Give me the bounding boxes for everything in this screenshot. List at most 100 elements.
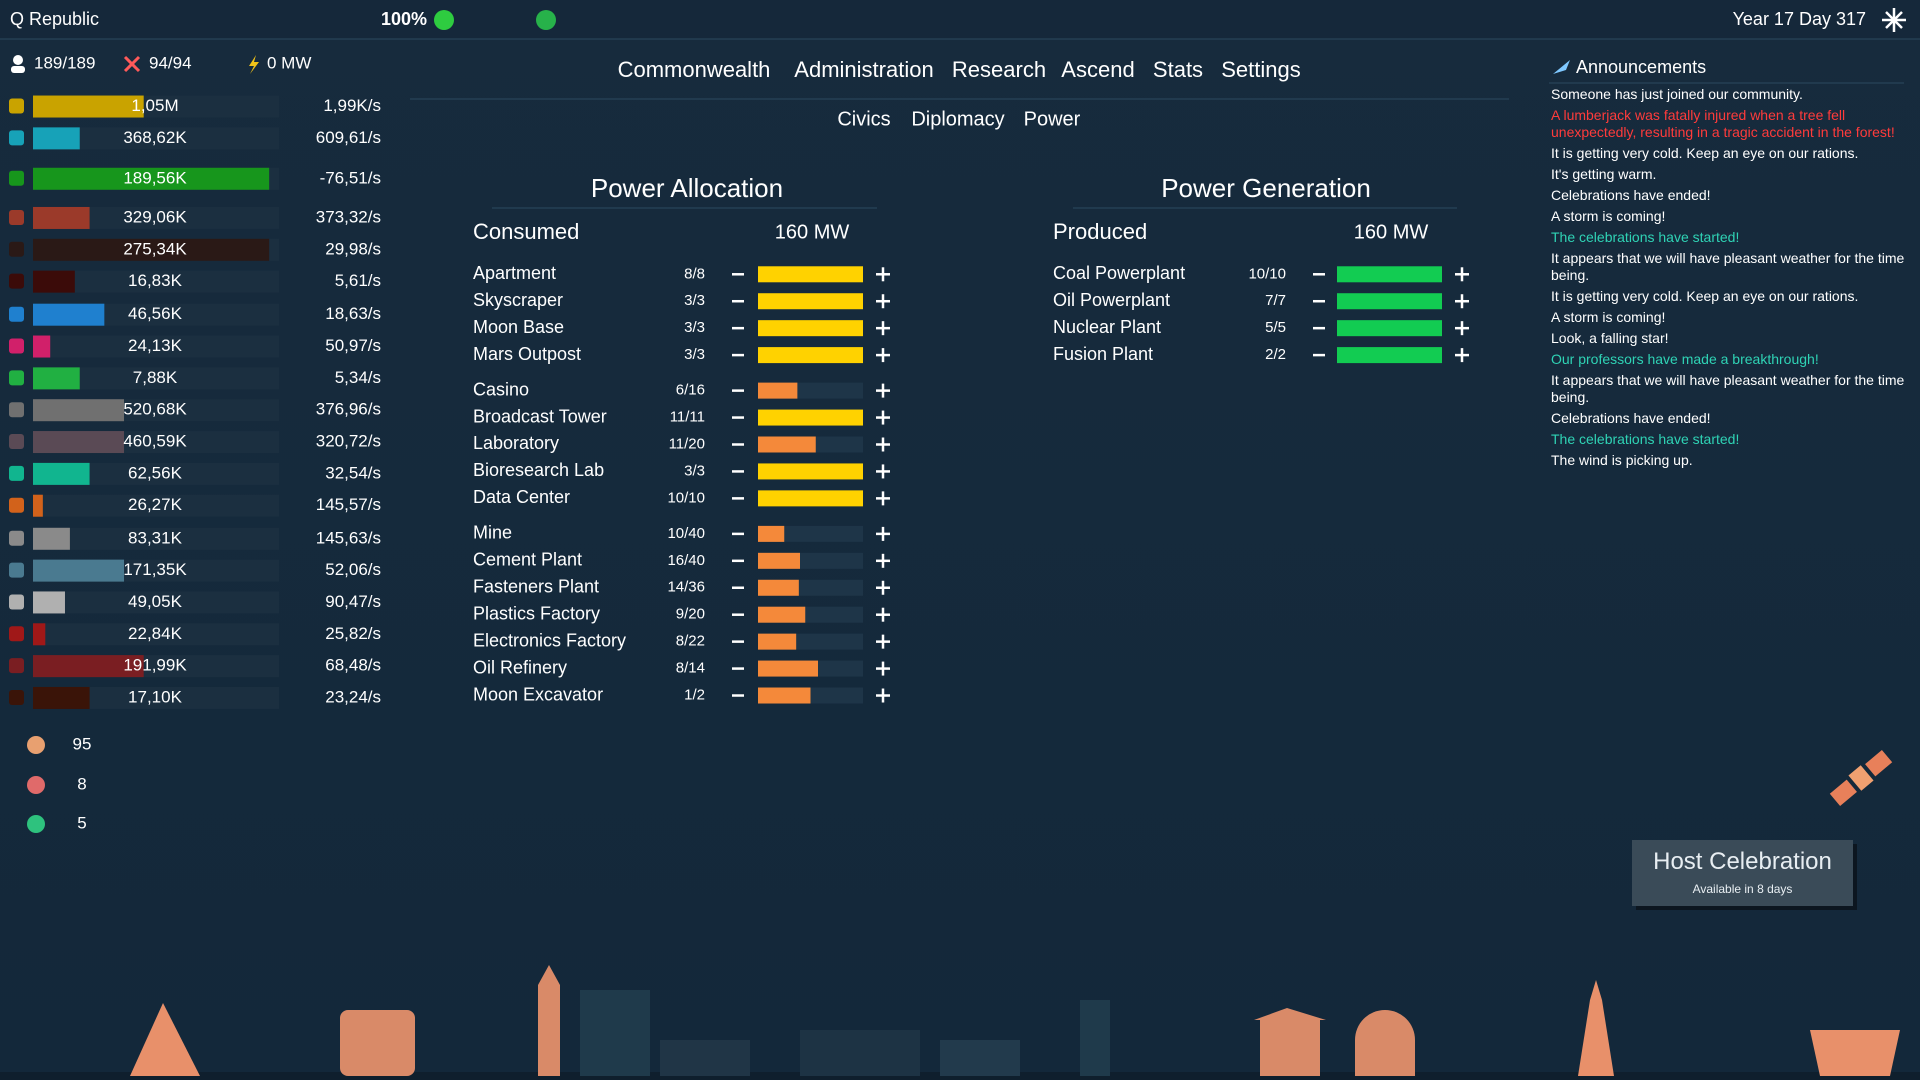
announcement: A storm is coming! [1551, 208, 1666, 224]
nation-name: Q Republic [10, 9, 99, 29]
power-icon [249, 55, 259, 74]
resource-amount: 7,88K [133, 368, 178, 387]
resource-rate: 23,24/s [325, 687, 381, 706]
resource-bar [33, 559, 125, 582]
resource-amount: 460,59K [123, 432, 187, 451]
building-name: Data Center [473, 487, 570, 507]
building-count: 7/7 [1265, 292, 1286, 309]
building-count: 10/10 [667, 489, 705, 506]
allocation-bar [1337, 320, 1442, 337]
resource-icon [9, 370, 24, 386]
resource-bar [33, 462, 90, 485]
resource-track [33, 591, 279, 614]
building-name: Coal Powerplant [1053, 263, 1185, 283]
resource-rate: 376,96/s [316, 400, 381, 419]
building-count: 11/11 [670, 409, 705, 426]
building-name: Apartment [473, 263, 556, 283]
announcement: A storm is coming! [1551, 309, 1666, 325]
resource-bar [33, 399, 125, 422]
building-name: Casino [473, 379, 529, 399]
allocation-bar [1337, 266, 1442, 283]
resource-icon [9, 626, 24, 642]
resource-track [33, 623, 279, 646]
allocation-bar [758, 266, 863, 283]
allocation-bar [758, 579, 799, 596]
building-count: 14/36 [667, 579, 705, 596]
main-tab[interactable]: Administration [794, 57, 933, 82]
resource-track [33, 527, 279, 550]
building-name: Fusion Plant [1053, 344, 1153, 364]
allocation-bar [758, 320, 863, 337]
resource-amount: 1,05M [131, 96, 178, 115]
resource-bar [33, 270, 75, 293]
counter-value: 95 [73, 734, 92, 753]
resource-rate: 1,99K/s [323, 96, 381, 115]
resource-amount: 62,56K [128, 463, 183, 482]
resource-track [33, 127, 279, 150]
resource-bar [33, 167, 270, 190]
building-count: 9/20 [676, 606, 705, 623]
resource-amount: 191,99K [123, 656, 187, 675]
resource-icon [9, 170, 24, 186]
allocation-bar [758, 687, 811, 704]
resource-icon [9, 338, 24, 354]
host-celebration-button[interactable]: Host Celebration Available in 8 days [1632, 840, 1853, 906]
military: 94/94 [149, 53, 192, 72]
resource-bar [33, 623, 46, 646]
resource-icon [9, 594, 24, 610]
building-count: 10/40 [667, 525, 705, 542]
resource-rate: 50,97/s [325, 336, 381, 355]
main-tab[interactable]: Ascend [1061, 57, 1134, 82]
resource-rate: 320,72/s [316, 432, 381, 451]
resource-amount: 46,56K [128, 304, 183, 323]
building-name: Cement Plant [473, 550, 582, 570]
main-tab[interactable]: Stats [1153, 57, 1203, 82]
announcement: The celebrations have started! [1551, 229, 1740, 245]
sub-tab[interactable]: Power [1024, 108, 1081, 130]
resource-bar [33, 238, 270, 261]
resource-rate: 90,47/s [325, 592, 381, 611]
resource-rate: 5,34/s [335, 368, 381, 387]
announcement: Celebrations have ended! [1551, 410, 1711, 426]
resource-bar [33, 527, 70, 550]
resource-amount: 368,62K [123, 128, 187, 147]
main-tab[interactable]: Commonwealth [618, 57, 771, 82]
resource-icon [9, 658, 24, 674]
building-name: Skyscraper [473, 290, 563, 310]
resource-bar [33, 655, 144, 678]
main-tab[interactable]: Research [952, 57, 1046, 82]
allocation-bar [1337, 347, 1442, 364]
building-name: Mars Outpost [473, 344, 581, 364]
allocation-bar [758, 633, 797, 650]
sub-tab[interactable]: Diplomacy [911, 108, 1004, 130]
panel-title: Power Generation [1161, 173, 1371, 203]
building-name: Moon Base [473, 317, 564, 337]
allocation-bar [758, 525, 785, 542]
resource-rate: 52,06/s [325, 560, 381, 579]
main-tab[interactable]: Settings [1221, 57, 1301, 82]
date: Year 17 Day 317 [1733, 9, 1866, 29]
resource-amount: 520,68K [123, 400, 187, 419]
resource-rate: 609,61/s [316, 128, 381, 147]
resource-track [33, 494, 279, 517]
allocation-bar [758, 409, 863, 426]
host-celebration-label: Host Celebration [1653, 848, 1832, 875]
resource-rate: 5,61/s [335, 271, 381, 290]
population: 189/189 [34, 53, 95, 72]
building-count: 5/5 [1265, 319, 1286, 336]
resource-rate: 145,57/s [316, 495, 381, 514]
announcement: It is getting very cold. Keep an eye on … [1551, 145, 1859, 161]
resource-icon [9, 209, 24, 225]
resource-amount: 171,35K [123, 560, 187, 579]
allocation-bar [758, 436, 816, 453]
announcements-title: Announcements [1576, 57, 1706, 77]
globe-icon[interactable] [536, 10, 556, 30]
allocation-bar [758, 347, 863, 364]
happiness-icon [434, 10, 454, 30]
happiness: 100% [381, 9, 427, 29]
sub-tab[interactable]: Civics [837, 108, 890, 130]
announcement: The wind is picking up. [1551, 452, 1693, 468]
allocation-bar [758, 552, 800, 569]
resource-bar [33, 127, 80, 150]
